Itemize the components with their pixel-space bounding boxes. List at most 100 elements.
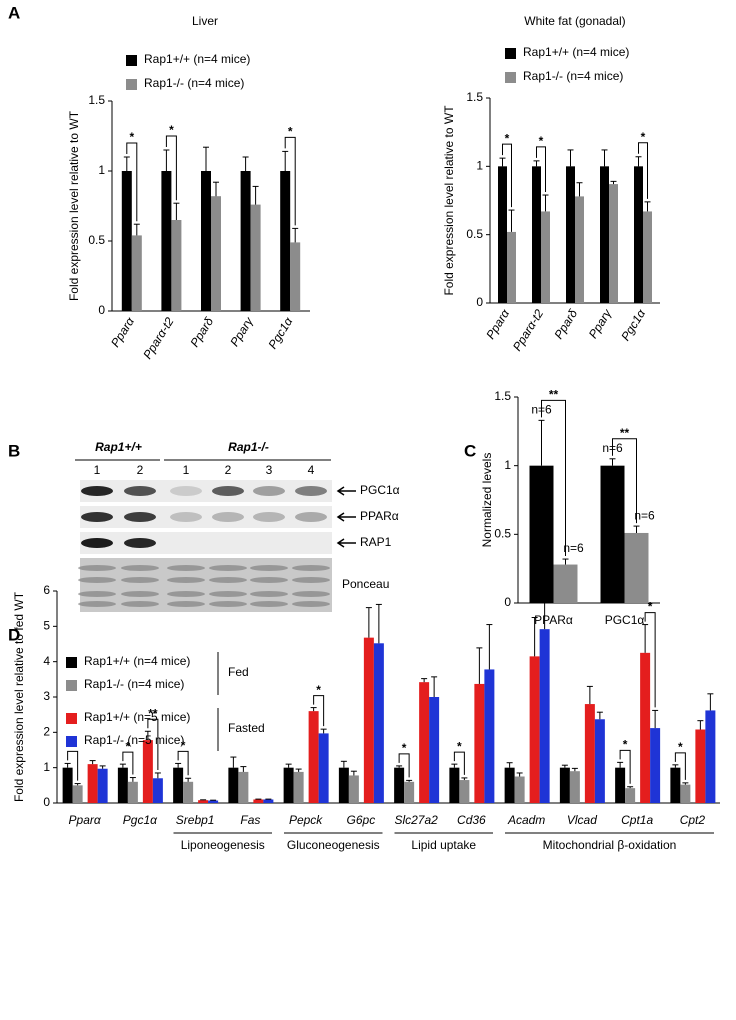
bar xyxy=(183,781,194,803)
legend-swatch xyxy=(66,736,77,747)
significance-bracket xyxy=(674,752,686,780)
significance-label: * xyxy=(457,739,462,753)
chart-title: Liver xyxy=(192,14,218,28)
ponceau-band xyxy=(209,601,247,607)
blot-band xyxy=(212,486,244,496)
bar xyxy=(600,465,625,603)
significance-bracket xyxy=(453,751,465,775)
bar xyxy=(640,652,651,803)
y-tick-label: 0 xyxy=(476,295,483,309)
x-tick-label: Pgc1α xyxy=(618,306,649,343)
bar xyxy=(643,211,652,303)
bar xyxy=(394,767,405,803)
bar xyxy=(253,799,264,803)
y-tick-label: 1 xyxy=(504,458,511,472)
bar xyxy=(539,629,550,803)
bar xyxy=(171,220,182,311)
significance-bracket xyxy=(502,143,512,208)
significance-label: ** xyxy=(620,426,630,440)
bar xyxy=(127,781,138,803)
bar xyxy=(529,465,554,603)
x-tick-label: Cpt2 xyxy=(680,813,706,827)
legend-label: Rap1+/+ (n=4 mice) xyxy=(144,52,250,66)
bar xyxy=(514,776,525,803)
x-tick-label: Srebp1 xyxy=(176,813,215,827)
y-tick-label: 0 xyxy=(43,795,50,809)
significance-label: * xyxy=(126,739,131,753)
significance-bracket xyxy=(313,695,325,727)
bar xyxy=(429,697,440,803)
significance-bracket xyxy=(619,749,631,784)
blot-arrow xyxy=(336,538,356,548)
ponceau-band xyxy=(250,591,288,597)
ponceau-band xyxy=(292,591,330,597)
significance-bracket xyxy=(147,718,159,770)
bar xyxy=(529,656,540,803)
chart-title: White fat (gonadal) xyxy=(524,14,625,28)
bar xyxy=(308,711,319,803)
y-tick-label: 0.5 xyxy=(466,227,483,241)
bar xyxy=(62,767,73,803)
significance-label: * xyxy=(678,740,683,754)
bar xyxy=(624,532,649,603)
blot-row-label: RAP1 xyxy=(360,535,392,549)
x-tick-label: Pparα xyxy=(108,314,138,350)
bar xyxy=(670,767,681,803)
bar xyxy=(575,196,584,303)
blot-band xyxy=(81,486,113,496)
blot-band xyxy=(253,486,285,496)
legend-label: Rap1+/+ (n=4 mice) xyxy=(523,45,629,59)
bar xyxy=(263,799,274,803)
ponceau-band xyxy=(121,577,159,583)
lane-label: 2 xyxy=(225,463,232,477)
ponceau-band xyxy=(121,591,159,597)
n-label: n=6 xyxy=(634,508,655,522)
significance-bracket xyxy=(644,612,656,708)
bar xyxy=(208,800,219,803)
y-tick-label: 3 xyxy=(43,689,50,703)
bar xyxy=(250,204,261,311)
bar xyxy=(283,767,294,803)
bar xyxy=(566,166,575,303)
ponceau-band xyxy=(167,565,205,571)
blot-band xyxy=(253,512,285,522)
bar xyxy=(541,211,550,303)
legend-swatch xyxy=(505,72,516,83)
y-tick-label: 6 xyxy=(43,583,50,597)
legend-group-label: Fasted xyxy=(228,721,265,735)
x-tick-label: Pparγ xyxy=(227,314,256,349)
bar xyxy=(211,196,221,311)
y-tick-label: 0.5 xyxy=(88,233,105,247)
lane-label: 3 xyxy=(266,463,273,477)
lane-label: 4 xyxy=(308,463,315,477)
bar xyxy=(173,767,184,803)
x-tick-label: Pparδ xyxy=(551,307,580,342)
ponceau-band xyxy=(250,601,288,607)
legend-swatch xyxy=(66,713,77,724)
bar xyxy=(280,171,291,311)
legend-label: Rap1-/- (n=5 mice) xyxy=(84,733,184,747)
bar xyxy=(484,669,495,803)
significance-label: * xyxy=(402,741,407,755)
ponceau-band xyxy=(121,565,159,571)
bar xyxy=(615,767,626,803)
ponceau-band xyxy=(78,601,116,607)
bar xyxy=(87,764,98,803)
ponceau-band xyxy=(292,577,330,583)
y-tick-label: 4 xyxy=(43,654,50,668)
ponceau-band xyxy=(167,591,205,597)
blot-band xyxy=(170,486,202,496)
significance-label: * xyxy=(623,738,628,752)
significance-bracket xyxy=(126,142,138,222)
legend-label: Rap1+/+ (n=4 mice) xyxy=(84,654,190,668)
significance-bracket xyxy=(612,438,637,524)
x-tick-label: Pparα xyxy=(69,813,102,827)
bar xyxy=(532,166,541,303)
significance-label: * xyxy=(648,600,653,614)
panel-label: B xyxy=(8,441,20,460)
ponceau-band xyxy=(292,601,330,607)
bar xyxy=(348,775,359,803)
bar xyxy=(625,788,636,803)
bar xyxy=(507,231,516,303)
legend-group-label: Fed xyxy=(228,665,249,679)
